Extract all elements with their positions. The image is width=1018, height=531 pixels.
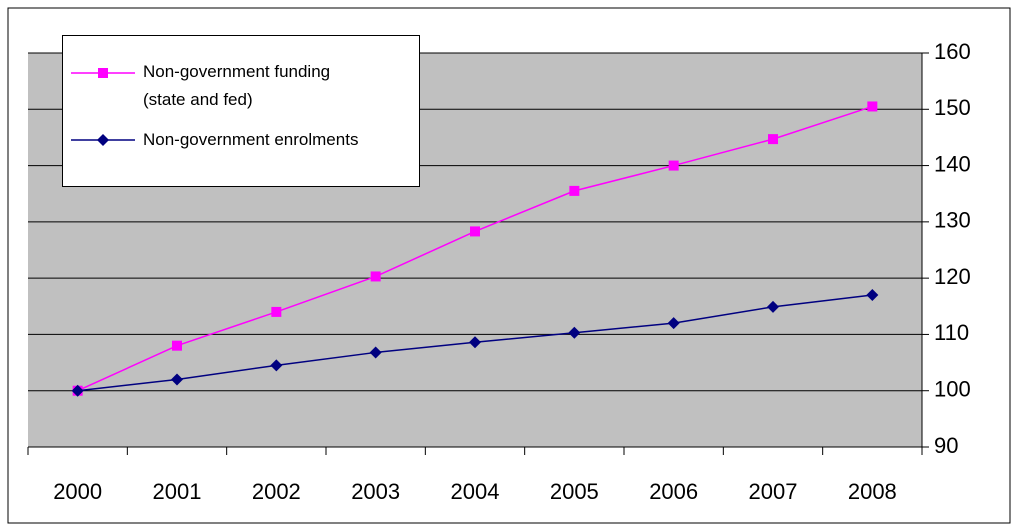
y-tick-label: 140: [934, 151, 971, 176]
x-tick-label: 2003: [351, 479, 400, 504]
y-tick-label: 160: [934, 39, 971, 64]
marker: [667, 317, 680, 330]
marker: [668, 160, 679, 171]
marker: [172, 340, 182, 351]
y-tick-label: 150: [934, 95, 971, 120]
marker: [568, 326, 581, 339]
marker: [470, 226, 480, 237]
y-tick-label: 120: [934, 264, 971, 289]
marker: [271, 306, 282, 317]
x-tick-label: 2006: [649, 479, 698, 504]
marker: [767, 300, 779, 313]
marker: [98, 68, 108, 78]
marker: [369, 346, 382, 359]
x-tick-label: 2007: [749, 479, 798, 504]
legend-label: Non-government enrolments: [143, 130, 359, 149]
legend: Non-government funding (state and fed) N…: [62, 35, 420, 187]
legend-label: Non-government funding (state and fed): [143, 62, 331, 109]
marker: [866, 289, 879, 302]
marker: [768, 134, 778, 145]
y-tick-label: 130: [934, 208, 971, 233]
marker: [270, 359, 283, 372]
marker: [171, 373, 183, 386]
x-tick-label: 2008: [848, 479, 897, 504]
y-tick-label: 100: [934, 377, 971, 402]
marker: [71, 384, 84, 397]
y-tick-label: 90: [934, 433, 958, 458]
legend-keys: [71, 68, 135, 146]
x-tick-label: 2005: [550, 479, 599, 504]
x-tick-label: 2000: [53, 479, 102, 504]
x-tick-label: 2002: [252, 479, 301, 504]
y-tick-label: 110: [934, 320, 969, 345]
marker: [867, 101, 878, 112]
marker: [370, 271, 381, 282]
x-tick-label: 2001: [153, 479, 202, 504]
x-tick-label: 2004: [451, 479, 500, 504]
marker: [569, 185, 580, 196]
marker: [469, 336, 481, 349]
marker: [97, 134, 109, 146]
